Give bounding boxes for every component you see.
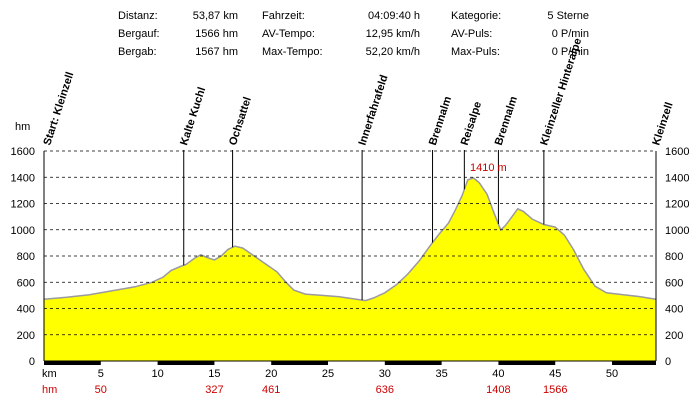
peak-annotation: 1410 m — [470, 162, 507, 174]
x-tick-label: 35 — [435, 368, 447, 380]
stat-label-av-puls: AV-Puls: — [451, 28, 493, 40]
cumulative-hm-value: 1408 — [486, 384, 510, 396]
stat-label-av-tempo: AV-Tempo: — [262, 28, 315, 40]
stat-label-bergauf: Bergauf: — [118, 28, 160, 40]
stat-value-fahrzeit: 04:09:40 h — [368, 10, 420, 22]
distance-scale-segment — [271, 361, 329, 365]
stat-value-max-tempo: 52,20 km/h — [365, 46, 420, 58]
cumulative-hm-value: 636 — [376, 384, 394, 396]
y-tick-label-left: 1400 — [11, 172, 35, 184]
stat-value-av-tempo: 12,95 km/h — [365, 28, 420, 40]
stat-label-bergab: Bergab: — [118, 46, 157, 58]
y-tick-label-left: 1600 — [11, 146, 35, 158]
y-tick-label-right: 200 — [665, 330, 683, 342]
x-tick-label: 40 — [492, 368, 504, 380]
distance-scale-segment — [384, 361, 442, 365]
x-axis-title: km — [42, 368, 57, 380]
stat-value-bergauf: 1566 hm — [195, 28, 238, 40]
distance-scale-segment — [157, 361, 215, 365]
stat-label-fahrzeit: Fahrzeit: — [262, 10, 305, 22]
x-tick-label: 10 — [151, 368, 163, 380]
y-tick-label-left: 800 — [17, 251, 35, 263]
stat-label-max-puls: Max-Puls: — [451, 46, 500, 58]
distance-scale-segment — [612, 361, 656, 365]
x-tick-label: 45 — [549, 368, 561, 380]
x-tick-label: 20 — [265, 368, 277, 380]
cumulative-hm-value: 50 — [95, 384, 107, 396]
y-tick-label-left: 600 — [17, 277, 35, 289]
x-tick-label: 30 — [379, 368, 391, 380]
x-tick-label: 25 — [322, 368, 334, 380]
y-tick-label-right: 400 — [665, 304, 683, 316]
cumulative-hm-label: hm — [42, 384, 57, 396]
y-tick-label-left: 200 — [17, 330, 35, 342]
cumulative-hm-value: 327 — [205, 384, 223, 396]
y-axis-title: hm — [15, 121, 30, 133]
y-tick-label-right: 1600 — [665, 146, 689, 158]
stat-label-kategorie: Kategorie: — [451, 10, 502, 22]
y-tick-label-left: 400 — [17, 304, 35, 316]
y-tick-label-right: 1000 — [665, 225, 689, 237]
waypoint-label: Kleinzeller Hinteralpe — [538, 37, 584, 147]
waypoint-label: Kleinzell — [650, 101, 675, 147]
stat-value-distanz: 53,87 km — [192, 10, 238, 22]
y-tick-label-left: 1200 — [11, 199, 35, 211]
waypoint-label: Start: Kleinzell — [41, 71, 76, 147]
x-tick-label: 15 — [208, 368, 220, 380]
distance-scale-segment — [44, 361, 101, 365]
stat-label-distanz: Distanz: — [118, 10, 158, 22]
y-tick-label-right: 1200 — [665, 199, 689, 211]
stat-value-max-puls: 0 P/min — [551, 46, 589, 58]
waypoint-label: Ochsattel — [227, 96, 254, 147]
y-tick-label-left: 0 — [29, 356, 35, 368]
elevation-line — [43, 177, 657, 302]
y-tick-label-right: 1400 — [665, 172, 689, 184]
waypoint-label: Brennalm — [427, 95, 454, 147]
waypoint-label: Reisalpe — [459, 100, 484, 147]
y-tick-label-right: 800 — [665, 251, 683, 263]
y-tick-label-left: 1000 — [11, 225, 35, 237]
stat-value-av-puls: 0 P/min — [551, 28, 589, 40]
cumulative-hm-value: 461 — [262, 384, 280, 396]
elevation-area — [44, 177, 656, 361]
waypoint-label: Kalte Kuchl — [178, 86, 208, 147]
y-tick-label-right: 600 — [665, 277, 683, 289]
stat-label-max-tempo: Max-Tempo: — [262, 46, 323, 58]
distance-scale-segment — [498, 361, 556, 365]
stat-value-kategorie: 5 Sterne — [547, 10, 589, 22]
y-tick-label-right: 0 — [665, 356, 671, 368]
waypoint-label: Innerfahrafeld — [357, 73, 391, 146]
stat-value-bergab: 1567 hm — [195, 46, 238, 58]
x-tick-label: 50 — [606, 368, 618, 380]
x-tick-label: 5 — [98, 368, 104, 380]
waypoint-label: Brennalm — [493, 95, 520, 147]
cumulative-hm-value: 1566 — [543, 384, 567, 396]
